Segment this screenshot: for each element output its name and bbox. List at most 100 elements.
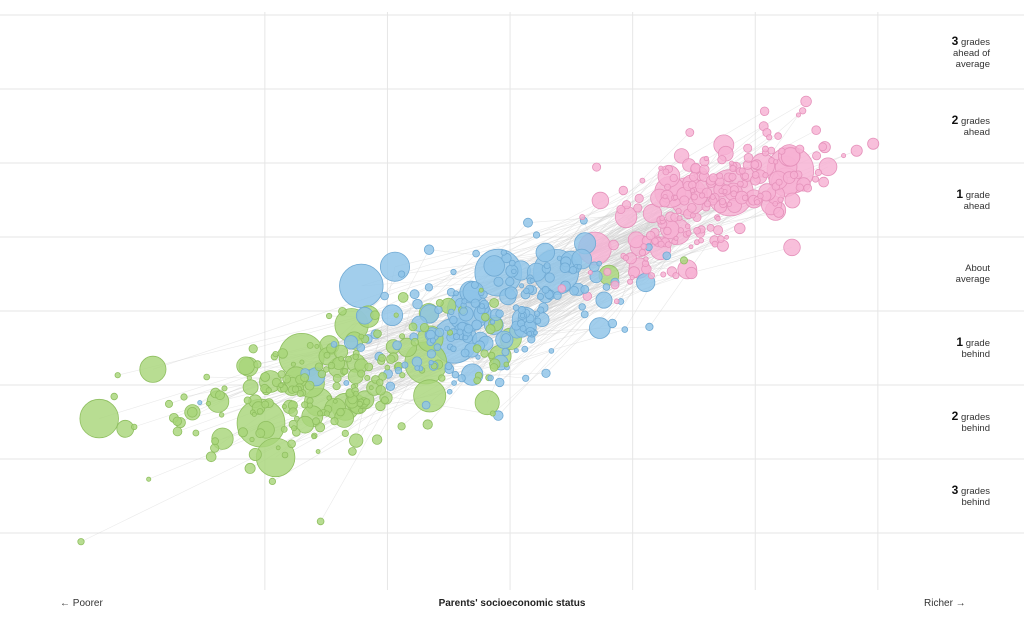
bubble-blue: [339, 263, 384, 309]
bubble-blue: [493, 276, 504, 287]
bubble-pink: [651, 237, 659, 245]
y-tick-text: behind: [961, 423, 990, 434]
bubble-blue: [471, 319, 483, 331]
bubble-green: [248, 447, 262, 461]
bubble-blue: [548, 348, 555, 354]
bubble-green: [315, 422, 326, 433]
bubble-green: [376, 378, 384, 387]
bubble-green: [114, 372, 121, 379]
bubble-pink: [754, 199, 761, 206]
bubble-pink: [716, 235, 725, 243]
bubble-pink: [795, 112, 801, 118]
bubble-green: [172, 426, 183, 437]
bubble-green: [203, 373, 211, 381]
y-tick-text: grade: [965, 190, 990, 201]
bubble-blue: [595, 291, 613, 309]
bubble-blue: [444, 362, 453, 371]
bubble-blue: [472, 249, 480, 258]
bubble-green: [205, 451, 217, 463]
bubble-green: [375, 385, 386, 396]
bubble-blue: [508, 259, 516, 267]
bubble-green: [489, 410, 496, 417]
y-tick-text: average: [955, 274, 990, 285]
bubble-blue: [380, 291, 389, 301]
bubble-blue: [456, 328, 464, 336]
bubble-pink: [722, 188, 728, 194]
bubble-green: [341, 429, 349, 437]
bubble-green: [248, 344, 258, 354]
bubble-green: [474, 390, 500, 416]
bubble-blue: [541, 285, 550, 294]
y-tick-text: grades: [960, 36, 990, 48]
bubble-pink: [608, 239, 619, 251]
bubble-pink: [766, 134, 773, 141]
bubble-green: [277, 348, 288, 359]
bubble-green: [221, 385, 228, 392]
bubble-blue: [569, 285, 579, 296]
bubble-pink: [729, 164, 737, 172]
bubble-green: [242, 379, 259, 396]
bubble-pink: [579, 214, 586, 221]
bubble-blue: [621, 326, 629, 333]
bubble-green: [332, 373, 342, 383]
bubble-blue: [444, 325, 450, 332]
bubble-blue: [343, 380, 350, 386]
bubble-blue: [495, 377, 505, 388]
y-tick-text: grades: [960, 116, 990, 127]
bubble-blue: [429, 337, 436, 344]
bubble-green: [399, 333, 406, 340]
bubble-green: [489, 363, 499, 372]
bubble-green: [357, 369, 366, 378]
bubble-blue: [446, 388, 453, 395]
bubble-pink: [627, 278, 634, 285]
bubble-blue: [487, 374, 494, 382]
bubble-pink: [591, 191, 610, 210]
bubble-pink: [643, 256, 649, 262]
y-tick-number: 2: [951, 113, 959, 127]
bubble-blue: [519, 325, 527, 332]
y-tick-label: 1 grade behind: [920, 336, 990, 360]
bubble-blue: [343, 335, 359, 350]
bubble-green: [79, 398, 119, 439]
bubble-green: [341, 367, 349, 375]
bubble-blue: [495, 309, 504, 318]
bubble-green: [306, 402, 313, 409]
bubble-green: [316, 410, 323, 417]
bubble-blue: [428, 359, 434, 366]
bubble-green: [373, 329, 382, 339]
bubble-green: [378, 353, 386, 362]
bubble-blue: [504, 286, 518, 300]
bubble-green: [281, 451, 289, 459]
bubble-pink: [638, 249, 647, 257]
bubble-blue: [463, 324, 474, 334]
bubble-green: [260, 372, 271, 382]
y-tick-text: About: [965, 263, 990, 274]
bubble-green: [255, 428, 266, 439]
x-axis-right-label: Richer →: [924, 598, 966, 609]
bubble-green: [370, 310, 380, 321]
bubble-blue: [596, 260, 602, 267]
bubble-pink: [669, 173, 678, 183]
bubble-blue: [461, 298, 468, 305]
bubble-blue: [426, 349, 436, 359]
bubble-pink: [685, 266, 698, 280]
bubble-green: [265, 387, 272, 394]
bubble-blue: [475, 354, 481, 360]
bubble-blue: [489, 319, 496, 325]
y-tick-label: 2 grades ahead: [920, 113, 990, 138]
bubble-green: [419, 322, 430, 333]
bubble-green: [293, 415, 300, 422]
bubble-blue: [533, 330, 538, 336]
bubble-green: [446, 329, 453, 336]
bubble-blue: [580, 310, 589, 319]
bubble-blue: [434, 327, 445, 338]
bubble-green: [280, 425, 288, 433]
bubble-blue: [452, 333, 460, 341]
bubble-green: [306, 341, 314, 349]
y-tick-number: 2: [951, 409, 959, 423]
bubble-blue: [448, 308, 455, 316]
bubble-green: [485, 324, 496, 335]
bubble-green: [287, 439, 296, 449]
bubble-pink: [751, 171, 760, 179]
bubble-green: [210, 443, 220, 453]
